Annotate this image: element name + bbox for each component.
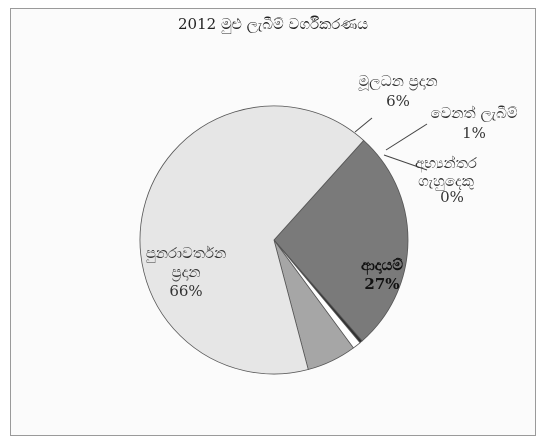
slice-name-label: ආදායම් — [361, 256, 403, 275]
slice-name-label: වෙනත් ලැබීම් — [430, 104, 517, 122]
slice-value-label: 1% — [462, 124, 486, 142]
slice-name-label: පුනරාවර්තන ප්‍රදාන — [146, 244, 227, 282]
leader-line — [354, 117, 373, 133]
pie-slice — [139, 105, 365, 375]
slice-name-label: අභ්‍යන්තර ගැහුදෙකු — [415, 154, 477, 191]
slice-value-label: 66% — [169, 282, 202, 300]
pie-slice — [273, 139, 409, 342]
slice-name-label: මූලධන ප්‍රදාන — [358, 72, 438, 91]
slice-value-label: 0% — [440, 188, 464, 206]
slice-value-label: 6% — [386, 92, 410, 110]
leader-line — [383, 154, 428, 171]
chart-title: 2012 මුළු ලැබීම් වර්ගීකරණය — [178, 15, 368, 33]
slice-value-label: 27% — [364, 275, 399, 293]
leader-line — [385, 123, 428, 151]
